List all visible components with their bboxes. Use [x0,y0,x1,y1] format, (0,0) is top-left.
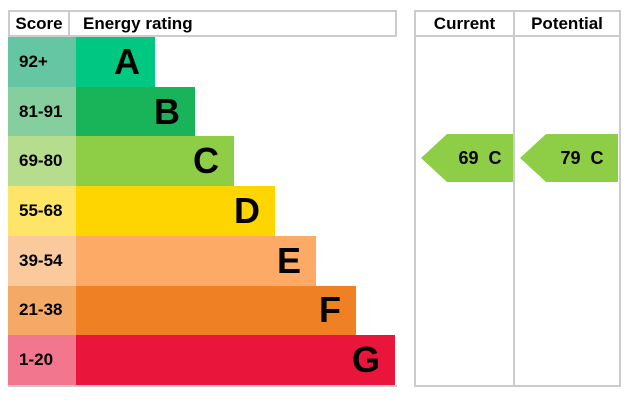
potential-header-label: Potential [531,13,603,33]
current-rating-band: C [488,147,502,168]
score-range-label: 92+ [19,51,48,71]
score-range-label: 55-68 [19,201,63,221]
score-range-cell: 69-80 [8,136,76,187]
current-header-label: Current [433,13,496,33]
score-range-label: 1-20 [19,350,54,370]
rating-bar: C [76,136,234,187]
current-potential-divider [513,10,515,387]
energy-header-right-border [395,10,397,37]
rating-band-row: 81-91 B [8,86,397,137]
score-range-label: 21-38 [19,300,63,320]
current-rating-value: 69 [458,147,479,168]
score-range-cell: 1-20 [8,335,76,386]
score-range-label: 69-80 [19,151,63,171]
score-range-label: 39-54 [19,250,63,270]
table-bottom-border [8,385,397,387]
columns-bottom-border [414,385,621,387]
rating-band-row: 1-20 G [8,335,397,386]
rating-band-row: 39-54 E [8,235,397,286]
rating-grade-letter: F [319,289,341,331]
score-range-cell: 81-91 [8,86,76,137]
rating-bar: G [76,335,395,386]
rating-grade-letter: E [276,239,301,281]
rating-band-row: 21-38 F [8,285,397,336]
rating-bar: A [76,37,155,87]
score-range-cell: 55-68 [8,186,76,236]
table-top-border [8,10,397,12]
current-column-body [416,37,513,385]
columns-top-border [414,10,621,12]
rating-grade-letter: D [234,190,260,232]
rating-grade-letter: B [154,90,180,132]
score-range-label: 81-91 [19,101,63,121]
rating-bar: F [76,285,356,336]
columns-header-bottom-border [414,35,621,37]
rating-grade-letter: G [351,339,380,381]
rating-bar: D [76,186,275,236]
rating-grade-letter: A [114,40,140,82]
score-header-divider [68,10,70,37]
energy-rating-header-label: Energy rating [83,13,193,33]
score-header-label: Score [15,13,63,33]
current-column-left-border [414,10,416,387]
potential-column-right-border [619,10,621,387]
score-range-cell: 92+ [8,37,76,87]
rating-band-row: 92+ A [8,37,397,87]
rating-bands: 92+ A 81-91 B 69-80 C 55-68 [8,37,397,386]
score-header-left-border [8,10,10,37]
rating-band-row: 55-68 D [8,186,397,236]
score-range-cell: 21-38 [8,285,76,336]
score-range-cell: 39-54 [8,235,76,286]
rating-band-row: 69-80 C [8,136,397,187]
potential-rating-band: C [590,147,604,168]
rating-bar: B [76,86,195,137]
potential-rating-value: 79 [560,147,581,168]
potential-column-body [515,37,619,385]
header-bottom-border [8,35,397,37]
rating-grade-letter: C [193,140,219,182]
rating-bar: E [76,235,316,286]
